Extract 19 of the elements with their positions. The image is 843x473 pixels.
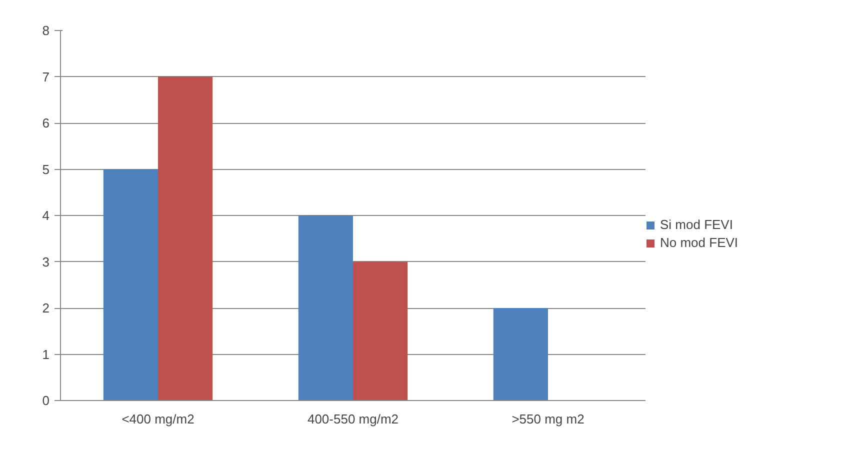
bar [298, 216, 353, 400]
y-tick-label: 5 [42, 162, 50, 177]
x-tick-label: <400 mg/m2 [122, 412, 194, 426]
y-tick-label: 8 [42, 23, 50, 38]
bar [353, 262, 408, 400]
y-tick-label: 7 [42, 69, 50, 84]
y-tick-label: 2 [42, 300, 50, 316]
legend-label: No mod FEVI [660, 235, 738, 250]
y-tick-label: 3 [42, 254, 50, 270]
y-tick-label: 0 [42, 393, 50, 408]
bar [158, 76, 213, 400]
legend-label: Si mod FEVI [660, 217, 733, 232]
y-tick-label: 6 [42, 116, 50, 130]
x-tick-label: 400-550 mg/m2 [307, 412, 399, 426]
bar [493, 308, 548, 400]
bar [103, 169, 158, 400]
y-tick-label: 1 [42, 346, 50, 362]
y-tick-label: 4 [42, 208, 50, 223]
x-tick-label: >550 mg m2 [512, 412, 584, 426]
